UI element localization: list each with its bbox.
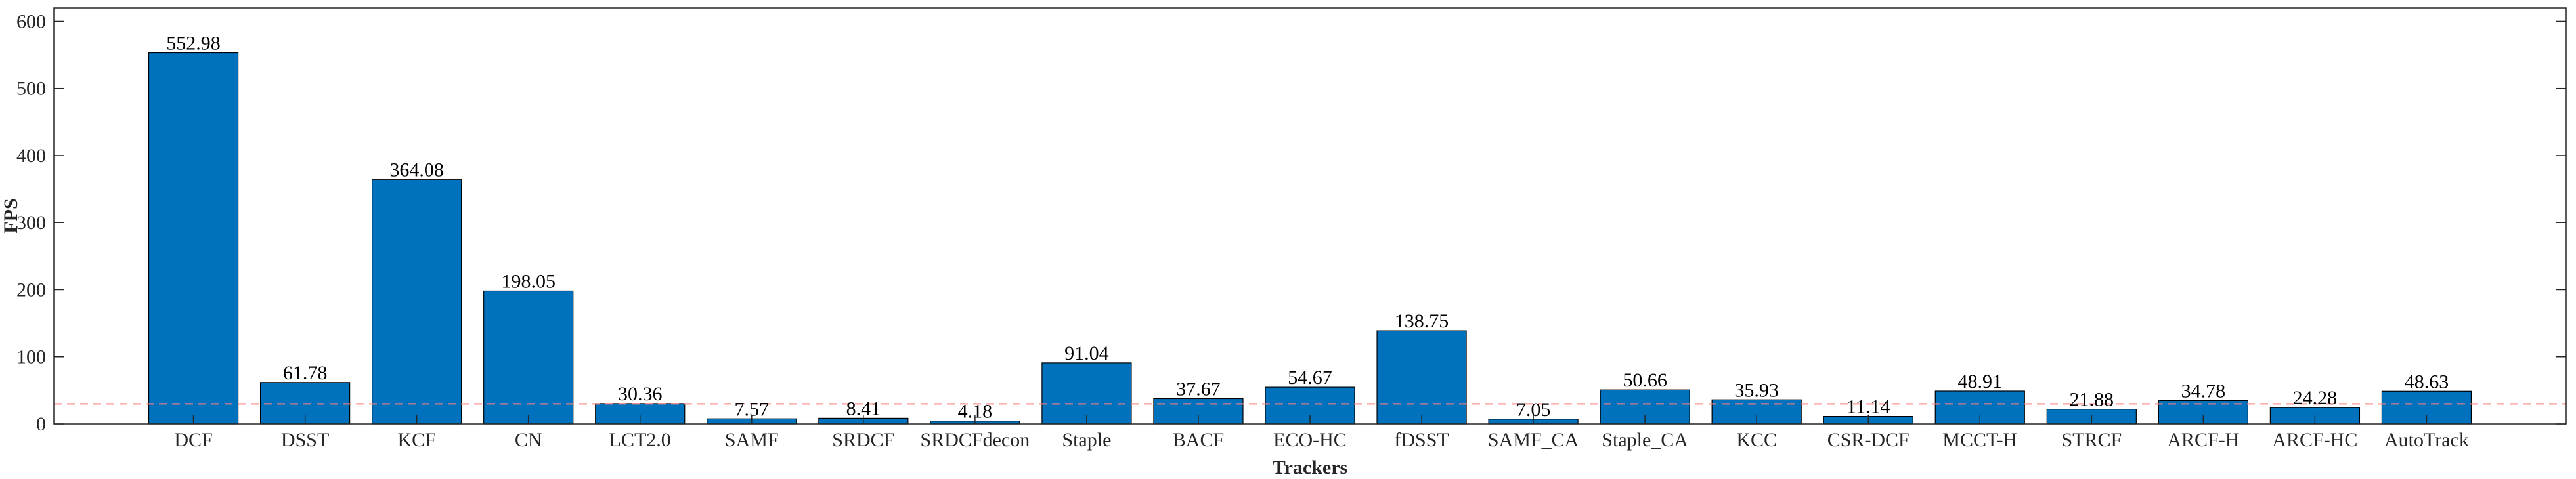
x-axis-title: Trackers	[1273, 457, 1347, 478]
x-tick-label: SRDCFdecon	[921, 429, 1030, 451]
data-label: 21.88	[2070, 389, 2114, 411]
x-tick-label: ARCF-H	[2167, 429, 2239, 451]
x-tick-label: MCCT-H	[1942, 429, 2017, 451]
data-label: 34.78	[2181, 380, 2226, 402]
x-tick-label: CN	[515, 429, 542, 451]
bar-dcf	[149, 53, 238, 424]
bar-kcf	[372, 180, 462, 424]
x-tick-label: STRCF	[2061, 429, 2122, 451]
x-tick-label: LCT2.0	[609, 429, 671, 451]
data-label: 11.14	[1846, 396, 1890, 418]
x-tick-label: AutoTrack	[2384, 429, 2469, 451]
data-label: 24.28	[2293, 387, 2338, 409]
x-tick-label: SAMF	[725, 429, 779, 451]
x-tick-label: ARCF-HC	[2272, 429, 2357, 451]
x-tick-label: DSST	[281, 429, 329, 451]
data-label: 35.93	[1734, 379, 1779, 401]
y-tick-label: 500	[16, 78, 46, 100]
data-label: 30.36	[618, 383, 663, 405]
y-tick-label: 400	[16, 145, 46, 167]
data-label: 54.67	[1288, 367, 1332, 388]
data-label: 50.66	[1623, 369, 1667, 391]
data-label: 552.98	[166, 33, 221, 54]
data-label: 48.91	[1958, 371, 2003, 392]
x-tick-label: fDSST	[1394, 429, 1449, 451]
y-axis-title: FPS	[0, 198, 22, 233]
data-label: 364.08	[389, 159, 444, 181]
data-label: 37.67	[1176, 378, 1221, 400]
x-tick-label: CSR-DCF	[1827, 429, 1910, 451]
x-tick-label: KCF	[397, 429, 435, 451]
y-tick-label: 0	[36, 413, 46, 435]
y-tick-label: 100	[16, 346, 46, 368]
x-tick-label: ECO-HC	[1273, 429, 1347, 451]
data-label: 138.75	[1395, 310, 1449, 332]
x-tick-label: BACF	[1173, 429, 1224, 451]
x-tick-label: SAMF_CA	[1488, 429, 1579, 451]
bar-fdsst	[1377, 331, 1466, 424]
data-label: 91.04	[1064, 343, 1109, 364]
x-tick-label: Staple	[1062, 429, 1111, 451]
x-tick-label: DCF	[174, 429, 212, 451]
data-label: 48.63	[2405, 371, 2449, 392]
data-label: 61.78	[283, 362, 328, 384]
x-tick-label: Staple_CA	[1602, 429, 1688, 451]
x-tick-label: SRDCF	[832, 429, 894, 451]
y-tick-label: 600	[16, 10, 46, 32]
x-tick-label: KCC	[1736, 429, 1777, 451]
y-tick-label: 200	[16, 279, 46, 301]
data-label: 198.05	[501, 270, 556, 292]
